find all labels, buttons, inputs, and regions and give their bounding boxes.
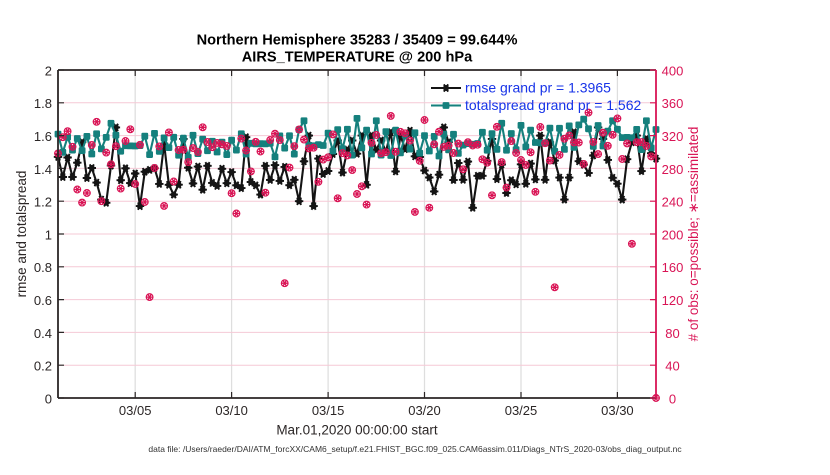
svg-text:360: 360: [662, 96, 684, 111]
svg-text:rmse grand pr = 1.3965: rmse grand pr = 1.3965: [465, 80, 611, 96]
svg-text:200: 200: [662, 227, 684, 242]
svg-text:03/05: 03/05: [119, 403, 152, 418]
svg-text:03/25: 03/25: [505, 403, 538, 418]
svg-text:1: 1: [45, 227, 52, 242]
svg-text:2: 2: [45, 63, 52, 78]
svg-text:1.6: 1.6: [34, 129, 52, 144]
svg-text:1.8: 1.8: [34, 96, 52, 111]
svg-text:03/10: 03/10: [215, 403, 248, 418]
svg-text:03/20: 03/20: [408, 403, 441, 418]
svg-text:0.6: 0.6: [34, 293, 52, 308]
svg-text:0.8: 0.8: [34, 260, 52, 275]
svg-text:03/30: 03/30: [601, 403, 634, 418]
svg-text:data file: /Users/raeder/DAI/A: data file: /Users/raeder/DAI/ATM_forcXX/…: [148, 444, 682, 454]
svg-text:80: 80: [665, 326, 679, 341]
svg-text:400: 400: [662, 63, 684, 78]
svg-text:120: 120: [662, 293, 684, 308]
svg-text:Mar.01,2020 00:00:00 start: Mar.01,2020 00:00:00 start: [276, 423, 438, 438]
svg-text:280: 280: [662, 162, 684, 177]
svg-text:03/15: 03/15: [312, 403, 345, 418]
svg-text:1.4: 1.4: [34, 162, 52, 177]
svg-text:160: 160: [662, 260, 684, 275]
svg-text:1.2: 1.2: [34, 195, 52, 210]
svg-text:40: 40: [665, 359, 679, 374]
svg-text:Northern Hemisphere 35283 / 35: Northern Hemisphere 35283 / 35409 = 99.6…: [197, 33, 518, 49]
svg-text:rmse and totalspread: rmse and totalspread: [14, 171, 29, 298]
svg-text:0: 0: [669, 391, 676, 406]
svg-text:0: 0: [45, 391, 52, 406]
svg-text:AIRS_TEMPERATURE @ 200 hPa: AIRS_TEMPERATURE @ 200 hPa: [242, 50, 473, 66]
svg-text:# of obs: o=possible; ∗=assimi: # of obs: o=possible; ∗=assimilated: [686, 127, 701, 342]
svg-text:240: 240: [662, 195, 684, 210]
svg-text:0.2: 0.2: [34, 359, 52, 374]
svg-text:0.4: 0.4: [34, 326, 52, 341]
svg-text:320: 320: [662, 129, 684, 144]
svg-text:totalspread grand pr = 1.562: totalspread grand pr = 1.562: [465, 97, 642, 113]
